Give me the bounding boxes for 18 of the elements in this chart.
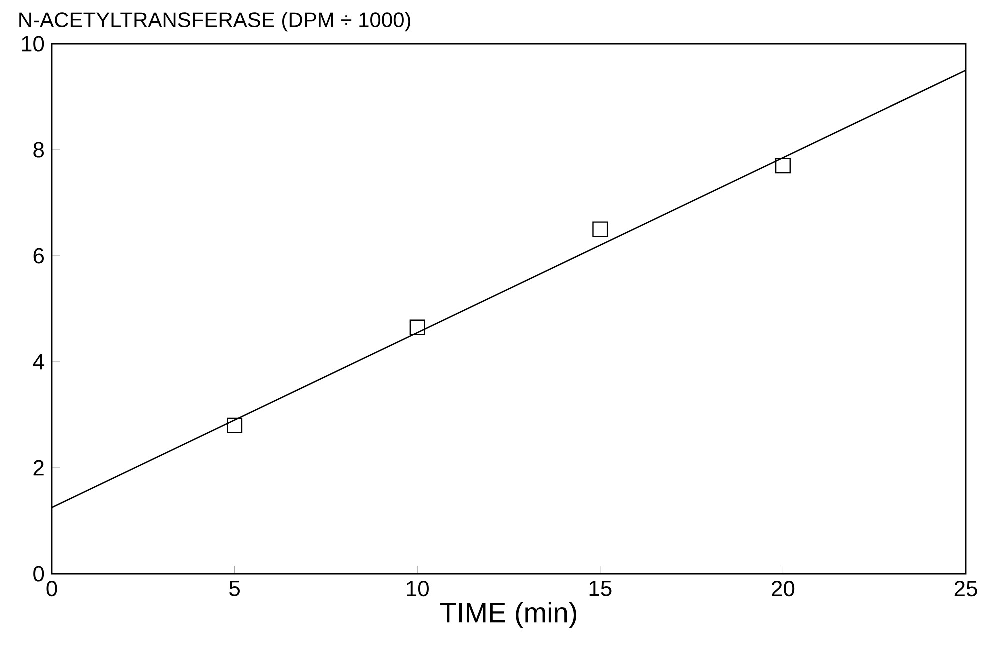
x-tick-label: 10 bbox=[407, 581, 429, 597]
x-tick-label: 25 bbox=[954, 581, 978, 597]
point bbox=[592, 222, 608, 238]
y-tick-label: 2 bbox=[34, 460, 44, 476]
y-axis-title: N-ACETYLTRANSFERASE (DPM ÷ 1000) bbox=[20, 12, 410, 32]
x-tick-label: 0 bbox=[46, 581, 58, 597]
x-axis-title: TIME (min) bbox=[440, 602, 576, 628]
x-tick-label: 20 bbox=[772, 581, 795, 597]
x-tick-label: 15 bbox=[590, 581, 612, 596]
y-tick-label: 0 bbox=[34, 566, 44, 582]
point bbox=[227, 418, 243, 434]
y-tick-label: 6 bbox=[34, 248, 44, 264]
y-tick-label: 4 bbox=[33, 354, 44, 370]
point bbox=[410, 320, 426, 336]
y-tick-label: 8 bbox=[34, 142, 44, 158]
point bbox=[775, 158, 791, 174]
x-tick-label: 5 bbox=[230, 581, 240, 596]
y-tick-label: 10 bbox=[22, 36, 44, 52]
